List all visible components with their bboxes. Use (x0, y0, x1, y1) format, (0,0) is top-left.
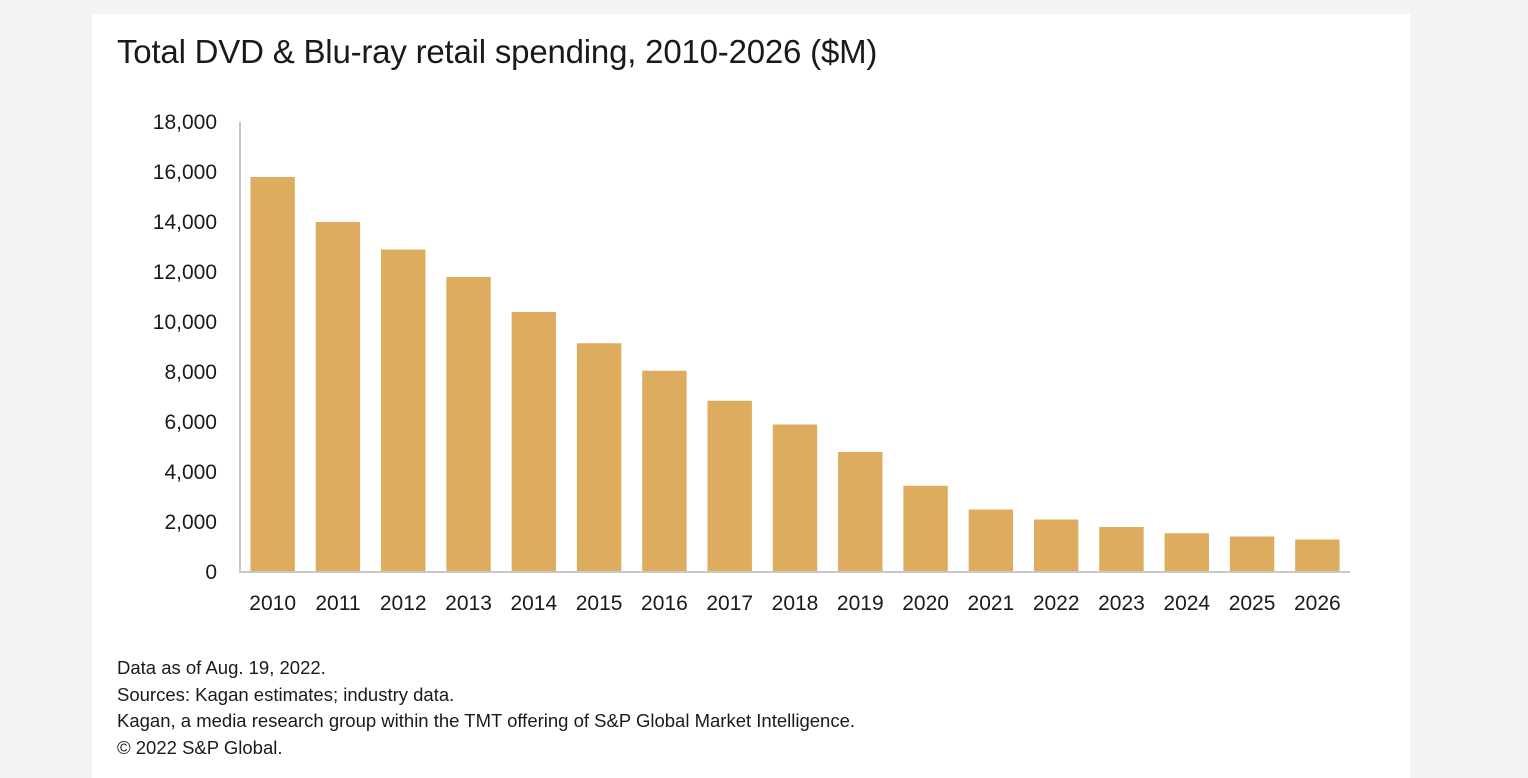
x-tick-label: 2012 (380, 592, 427, 615)
x-tick-label: 2016 (641, 592, 688, 615)
y-tick-label: 4,000 (164, 461, 217, 484)
bar-2012 (381, 249, 426, 572)
bar-2025 (1229, 536, 1275, 572)
y-tick-label: 6,000 (164, 411, 217, 434)
y-tick-label: 14,000 (153, 211, 217, 234)
chart-card (92, 14, 1410, 778)
bar-2018 (772, 424, 818, 572)
bar-2015 (576, 343, 622, 572)
x-tick-label: 2019 (837, 592, 884, 615)
x-tick-label: 2017 (706, 592, 753, 615)
y-tick-label: 8,000 (164, 361, 217, 384)
x-tick-label: 2021 (968, 592, 1015, 615)
bar-2024 (1164, 533, 1209, 572)
bar-2019 (838, 452, 883, 572)
x-tick-label: 2022 (1033, 592, 1080, 615)
x-tick-label: 2025 (1229, 592, 1276, 615)
y-tick-label: 18,000 (153, 111, 217, 134)
x-tick-label: 2014 (510, 592, 557, 615)
note-kagan: Kagan, a media research group within the… (117, 710, 856, 731)
bar-2010 (250, 177, 295, 572)
bar-2022 (1033, 519, 1079, 572)
x-tick-label: 2024 (1163, 592, 1210, 615)
x-tick-label: 2020 (902, 592, 949, 615)
note-data-date: Data as of Aug. 19, 2022. (117, 657, 326, 678)
note-sources: Sources: Kagan estimates; industry data. (117, 683, 455, 705)
y-tick-label: 10,000 (153, 311, 217, 334)
bar-2021 (968, 509, 1014, 572)
x-tick-label: 2018 (772, 592, 819, 615)
bar-2011 (315, 222, 361, 572)
x-tick-label: 2023 (1098, 592, 1145, 615)
note-copyright: © 2022 S&P Global. (117, 736, 283, 758)
bar-2016 (642, 370, 687, 572)
y-tick-label: 12,000 (153, 261, 217, 284)
bar-2013 (446, 277, 491, 572)
bar-2017 (707, 400, 752, 572)
y-tick-label: 0 (205, 561, 217, 584)
bars (250, 177, 1340, 572)
y-axis-ticks: 0 2,000 4,000 6,000 8,000 10,000 12,000 14,000 1… (153, 111, 217, 584)
x-tick-label: 2015 (576, 592, 623, 615)
y-tick-label: 16,000 (153, 161, 217, 184)
bar-2014 (511, 312, 557, 572)
x-axis-ticks: 2010 2011 2012 2013 2014 2015 2016 2017 2018 2019… (249, 592, 1340, 615)
bar-2020 (903, 485, 948, 572)
chart-notes: Data as of Aug. 19, 2022. Sources: Kagan… (117, 655, 855, 761)
x-tick-label: 2026 (1294, 592, 1341, 615)
y-tick-label: 2,000 (164, 511, 217, 534)
x-tick-label: 2011 (315, 592, 360, 615)
x-tick-label: 2010 (249, 592, 296, 615)
chart-title: Total DVD & Blu-ray retail spending, 201… (117, 33, 878, 70)
x-tick-label: 2013 (445, 592, 492, 615)
bar-2023 (1099, 527, 1144, 572)
bar-2026 (1295, 539, 1340, 572)
